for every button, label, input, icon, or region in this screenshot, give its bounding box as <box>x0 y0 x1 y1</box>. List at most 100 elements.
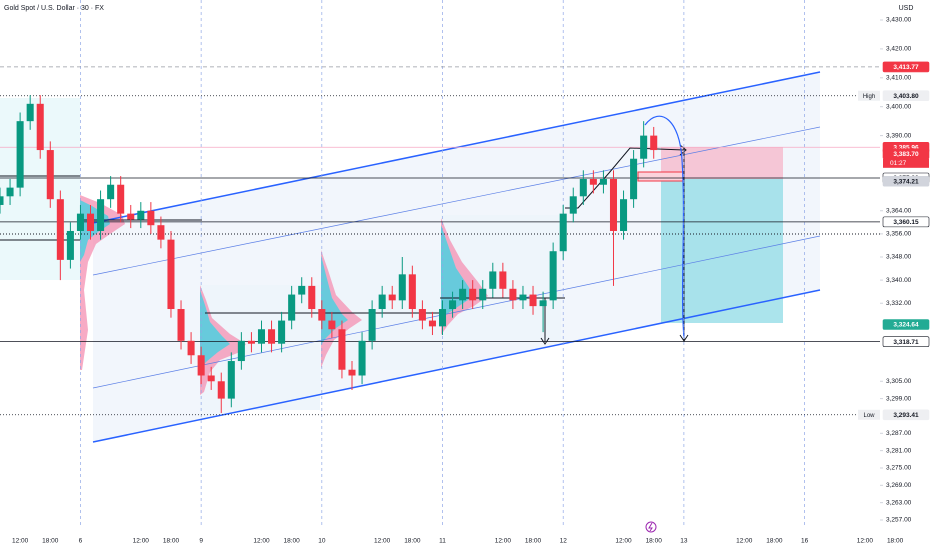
price-tag-label: 3,293.41 <box>893 412 919 419</box>
y-tick-label: 3,364.00 <box>886 207 912 214</box>
channel-mid <box>92 126 821 276</box>
candle-body <box>137 210 145 220</box>
x-tick-label: 18:00 <box>887 538 904 545</box>
y-tick-label: 3,356.00 <box>886 231 912 238</box>
candle-body <box>609 178 618 231</box>
x-tick-label: 18:00 <box>404 538 421 545</box>
candle-body <box>650 135 658 151</box>
x-tick-label: 12:00 <box>374 538 391 545</box>
candle-body <box>97 199 105 231</box>
candle-body <box>549 251 557 301</box>
candle-body <box>459 288 467 301</box>
y-tick-label: 3,332.00 <box>886 300 912 307</box>
price-tag <box>882 319 930 330</box>
price-tag-label: 3,374.21 <box>893 178 919 185</box>
candle-body <box>509 288 517 301</box>
x-tick-label: 12:00 <box>615 538 632 545</box>
candle-body <box>207 375 215 382</box>
candle-body <box>86 213 95 231</box>
candle-body <box>589 178 597 185</box>
candle-body <box>469 288 477 301</box>
candle-body <box>76 213 84 231</box>
price-tag <box>882 409 930 421</box>
candle-body <box>187 340 195 356</box>
candle-body <box>499 271 507 289</box>
tag-label: High <box>863 94 875 100</box>
candle-body <box>438 309 447 327</box>
order-box <box>637 171 685 182</box>
candle-body <box>519 294 527 301</box>
y-tick-label: 3,410.00 <box>886 75 912 82</box>
x-tick-label: 13 <box>680 538 688 545</box>
x-tick-label: 18:00 <box>525 538 542 545</box>
candle-body <box>599 178 607 185</box>
channel-mid <box>92 235 821 389</box>
x-tick-label: 9 <box>199 538 203 545</box>
candle-body <box>318 309 326 321</box>
x-tick-label: 11 <box>439 538 446 545</box>
y-tick-label: 3,299.00 <box>886 395 912 402</box>
target-zone <box>661 179 783 323</box>
candle-body <box>539 300 547 307</box>
candle-body <box>66 230 74 260</box>
candle-body <box>569 196 577 214</box>
candle-body <box>640 135 648 159</box>
title: Gold Spot / U.S. Dollar · 30 · FX <box>4 5 104 12</box>
price-tag-label: 3,360.15 <box>893 219 919 226</box>
candle-body <box>36 103 44 151</box>
y-tick-label: 3,420.00 <box>886 46 912 53</box>
price-tag <box>882 61 930 73</box>
y-tick-label: 3,269.00 <box>886 482 912 489</box>
tag-box <box>858 90 880 101</box>
candle-body <box>167 239 175 310</box>
candle-body <box>237 340 245 362</box>
tag-label: Low <box>863 413 875 419</box>
candle-body <box>298 285 306 295</box>
candle-body <box>288 294 296 321</box>
candle-body <box>358 340 366 376</box>
price-tag <box>882 90 930 102</box>
candle-body <box>257 329 266 344</box>
price-tag-label: 3,324.64 <box>893 322 919 329</box>
event-icon[interactable] <box>645 521 657 533</box>
x-tick-label: 18:00 <box>646 538 663 545</box>
y-tick-label: 3,348.00 <box>886 254 912 261</box>
candle-body <box>449 300 457 310</box>
candle-body <box>227 361 235 399</box>
candle-body <box>529 294 537 307</box>
y-tick-label: 3,305.00 <box>886 378 912 385</box>
candle-body <box>338 329 346 370</box>
candle-body <box>388 294 396 301</box>
x-tick-label: 6 <box>79 538 83 545</box>
tag-box <box>858 409 880 420</box>
candle-body <box>197 355 205 376</box>
candle-body <box>630 158 638 200</box>
candle-body <box>278 320 286 344</box>
candle-body <box>247 340 255 344</box>
x-tick-label: 18:00 <box>163 538 180 545</box>
x-tick-label: 12:00 <box>495 538 512 545</box>
x-tick-label: 12:00 <box>133 538 150 545</box>
candle-body <box>56 199 64 260</box>
x-tick-label: 12:00 <box>736 538 753 545</box>
x-tick-label: 18:00 <box>284 538 301 545</box>
candle-body <box>127 213 135 220</box>
y-tick-label: 3,275.00 <box>886 465 912 472</box>
price-tag-label: 3,385.96 <box>893 145 919 152</box>
price-tag-label: 3,413.77 <box>893 64 919 71</box>
candle-body <box>418 309 426 321</box>
candle-body <box>408 274 416 310</box>
candle-body <box>6 187 14 197</box>
candle-body <box>479 288 487 301</box>
price-tag <box>882 336 930 347</box>
x-tick-label: 12:00 <box>857 538 874 545</box>
candle-body <box>348 369 356 376</box>
x-tick-label: 12 <box>560 538 568 545</box>
candle-body <box>428 320 436 327</box>
candle-body <box>26 103 34 122</box>
time-axis <box>0 525 932 550</box>
currency: USD <box>899 5 914 12</box>
x-tick-label: 12:00 <box>253 538 270 545</box>
x-tick-label: 10 <box>318 538 326 545</box>
